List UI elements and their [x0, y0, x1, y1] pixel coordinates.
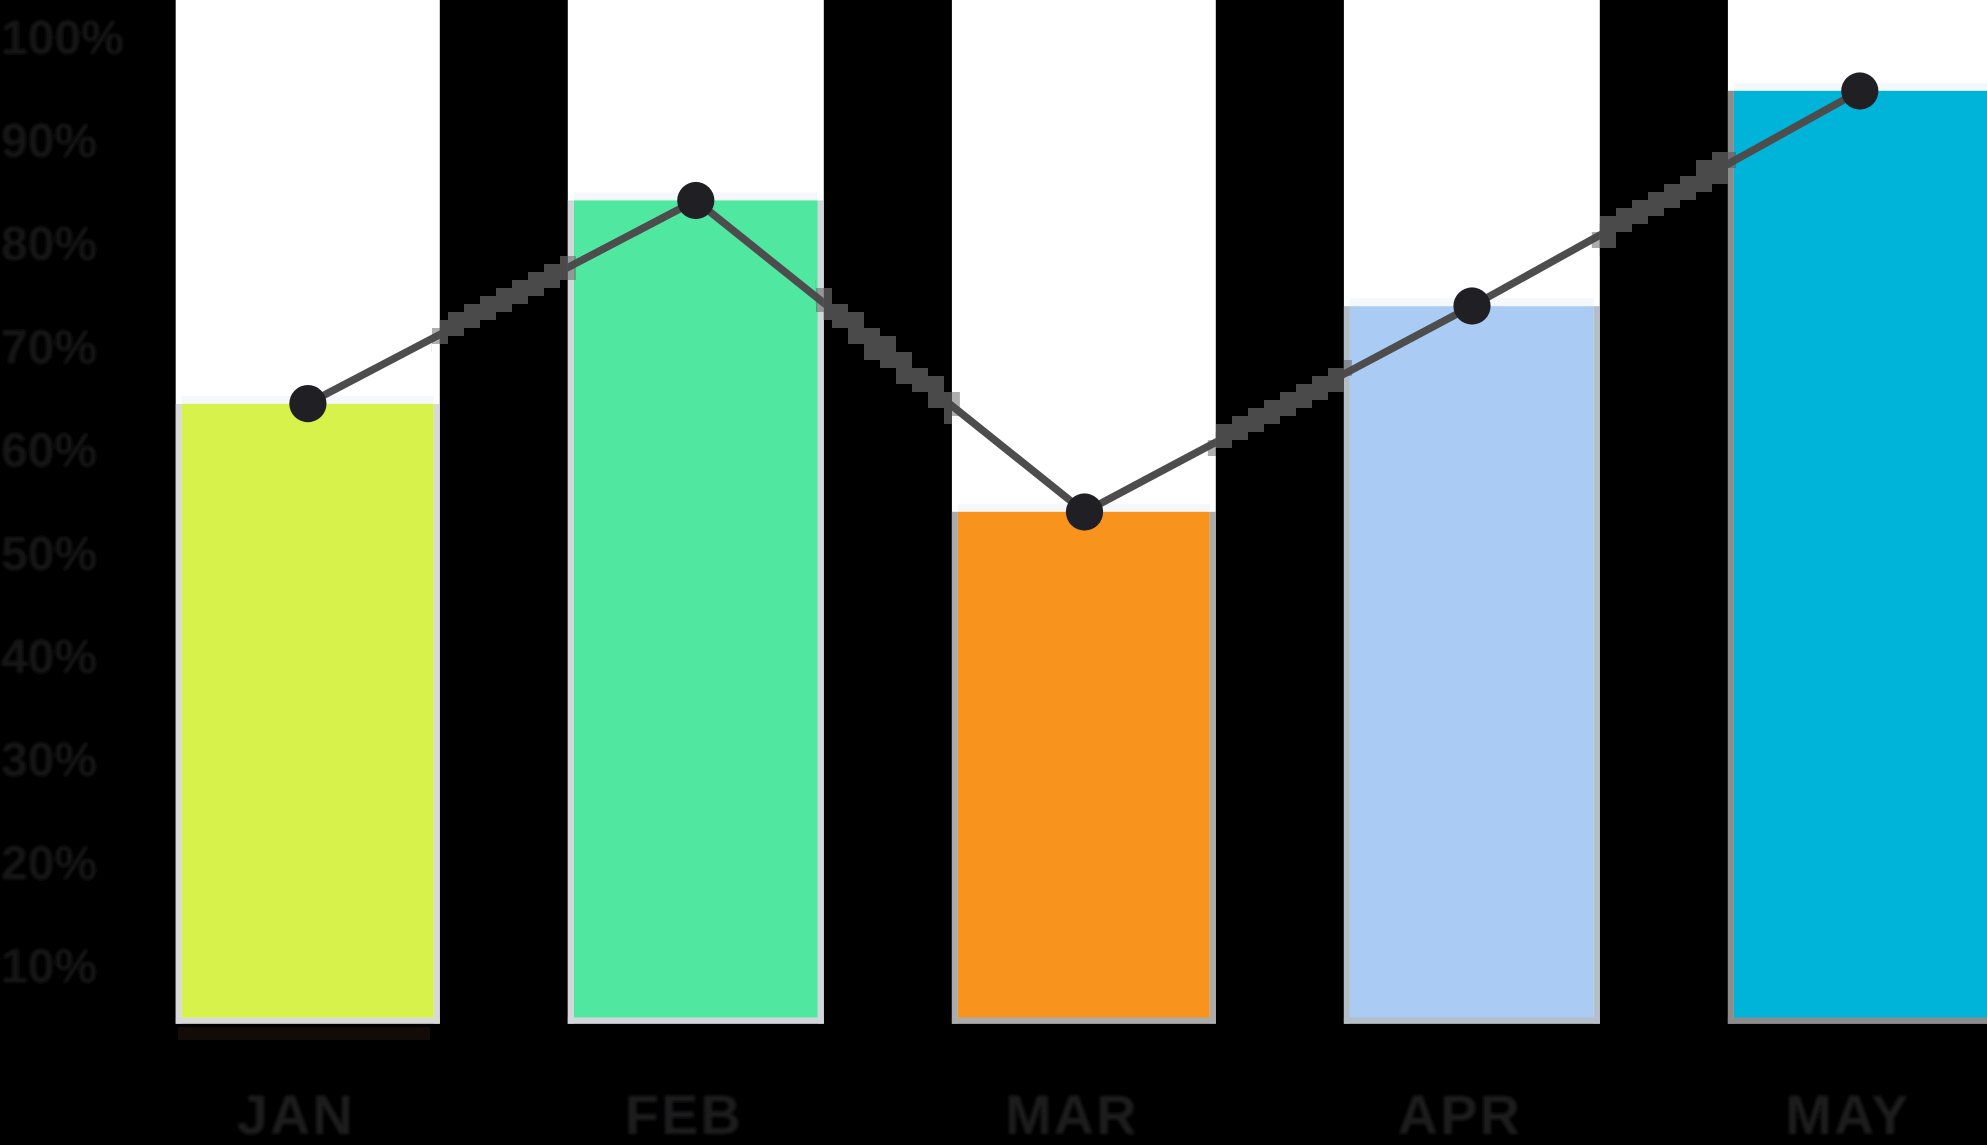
- svg-text:60%: 60%: [1, 425, 97, 478]
- svg-text:10%: 10%: [1, 941, 97, 994]
- svg-text:50%: 50%: [1, 528, 97, 581]
- svg-text:APR: APR: [1398, 1083, 1522, 1145]
- svg-text:80%: 80%: [1, 218, 97, 271]
- svg-text:40%: 40%: [1, 631, 97, 684]
- svg-text:70%: 70%: [1, 321, 97, 374]
- svg-text:MAY: MAY: [1785, 1083, 1910, 1145]
- svg-text:JAN: JAN: [237, 1083, 355, 1145]
- svg-text:20%: 20%: [1, 837, 97, 890]
- svg-text:MAR: MAR: [1005, 1083, 1139, 1145]
- svg-text:100%: 100%: [1, 12, 124, 65]
- svg-text:FEB: FEB: [625, 1083, 743, 1145]
- svg-text:30%: 30%: [1, 734, 97, 787]
- svg-text:90%: 90%: [1, 115, 97, 168]
